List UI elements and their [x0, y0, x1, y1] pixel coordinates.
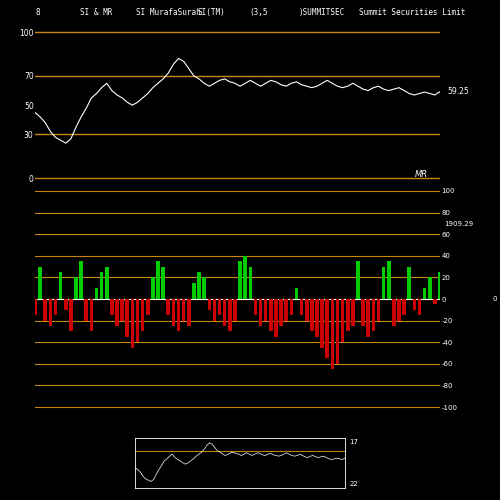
Bar: [64, 299, 68, 310]
Bar: [397, 299, 401, 320]
Bar: [208, 299, 211, 310]
Text: Summit Securities Limit: Summit Securities Limit: [359, 8, 466, 17]
Bar: [376, 299, 380, 320]
Bar: [48, 299, 52, 326]
Bar: [38, 266, 42, 299]
Bar: [69, 299, 72, 332]
Bar: [198, 272, 201, 299]
Bar: [110, 299, 114, 315]
Bar: [115, 299, 119, 326]
Bar: [412, 299, 416, 310]
Bar: [248, 266, 252, 299]
Bar: [310, 299, 314, 332]
Bar: [408, 266, 411, 299]
Text: 0  0: 0 0: [492, 296, 500, 302]
Bar: [84, 299, 88, 320]
Bar: [90, 299, 93, 332]
Bar: [238, 261, 242, 299]
Bar: [362, 299, 365, 326]
Bar: [356, 261, 360, 299]
Bar: [212, 299, 216, 320]
Bar: [228, 299, 232, 332]
Bar: [326, 299, 329, 358]
Bar: [166, 299, 170, 315]
Bar: [177, 299, 180, 332]
Text: 1909.29: 1909.29: [444, 221, 473, 227]
Bar: [254, 299, 257, 315]
Bar: [151, 278, 154, 299]
Bar: [372, 299, 375, 332]
Text: 17: 17: [349, 438, 358, 444]
Bar: [141, 299, 144, 332]
Bar: [402, 299, 406, 315]
Text: MR: MR: [414, 170, 428, 179]
Bar: [182, 299, 186, 320]
Bar: [274, 299, 278, 337]
Bar: [126, 299, 129, 337]
Bar: [192, 283, 196, 299]
Bar: [74, 278, 78, 299]
Bar: [33, 299, 37, 315]
Bar: [294, 288, 298, 299]
Bar: [438, 272, 442, 299]
Bar: [59, 272, 62, 299]
Bar: [120, 299, 124, 320]
Bar: [105, 266, 108, 299]
Bar: [346, 299, 350, 332]
Bar: [233, 299, 236, 320]
Bar: [351, 299, 354, 326]
Bar: [418, 299, 422, 315]
Bar: [244, 256, 247, 299]
Bar: [187, 299, 190, 326]
Bar: [94, 288, 98, 299]
Bar: [280, 299, 283, 326]
Bar: [433, 299, 436, 304]
Bar: [336, 299, 340, 364]
Bar: [341, 299, 344, 342]
Text: (3,5: (3,5: [250, 8, 268, 17]
Bar: [269, 299, 272, 332]
Bar: [156, 261, 160, 299]
Bar: [100, 272, 103, 299]
Text: SI MurafaSurah: SI MurafaSurah: [136, 8, 201, 17]
Bar: [366, 299, 370, 337]
Text: SI(TM): SI(TM): [197, 8, 225, 17]
Bar: [423, 288, 426, 299]
Bar: [223, 299, 226, 326]
Bar: [300, 299, 304, 315]
Bar: [387, 261, 390, 299]
Text: 22: 22: [349, 480, 358, 486]
Bar: [428, 278, 432, 299]
Bar: [330, 299, 334, 369]
Bar: [320, 299, 324, 348]
Bar: [44, 299, 47, 320]
Bar: [218, 299, 222, 315]
Bar: [172, 299, 175, 326]
Bar: [264, 299, 268, 320]
Bar: [392, 299, 396, 326]
Bar: [305, 299, 308, 320]
Text: 8: 8: [35, 8, 40, 17]
Bar: [146, 299, 150, 315]
Bar: [259, 299, 262, 326]
Bar: [202, 278, 206, 299]
Bar: [290, 299, 293, 315]
Bar: [130, 299, 134, 348]
Bar: [162, 266, 165, 299]
Bar: [80, 261, 83, 299]
Bar: [54, 299, 58, 315]
Text: )SUMMITSEC: )SUMMITSEC: [298, 8, 344, 17]
Bar: [315, 299, 319, 337]
Bar: [382, 266, 386, 299]
Text: SI & MR: SI & MR: [80, 8, 112, 17]
Bar: [136, 299, 140, 342]
Text: 59.25: 59.25: [447, 87, 468, 96]
Bar: [284, 299, 288, 320]
